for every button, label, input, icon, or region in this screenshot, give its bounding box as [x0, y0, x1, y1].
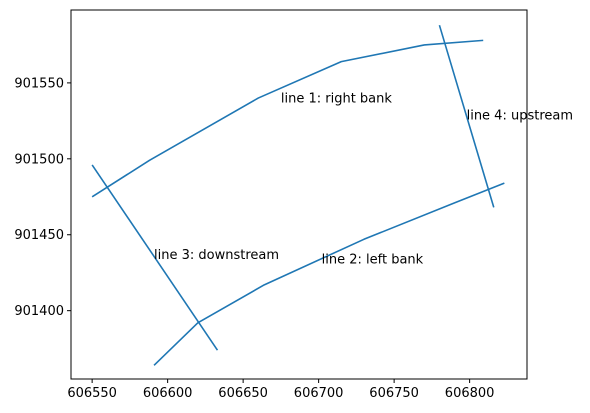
y-tick-label: 901400 [14, 304, 64, 319]
y-tick-label: 901450 [14, 228, 64, 243]
annotation-label: line 1: right bank [281, 92, 393, 107]
annotation-label: line 4: upstream [467, 108, 573, 123]
x-axis: 606550 606600 606650 606700 606750 606800 [67, 379, 494, 401]
x-tick-label: 606600 [143, 386, 193, 401]
y-axis: 901400 901450 901500 901550 [14, 76, 71, 319]
x-tick-label: 606800 [445, 386, 495, 401]
axes-frame [70, 9, 528, 380]
x-tick-label: 606550 [67, 386, 117, 401]
series-line-2 [153, 182, 505, 366]
y-tick-label: 901550 [14, 76, 64, 91]
x-tick-label: 606700 [294, 386, 344, 401]
plot-area [91, 24, 505, 366]
x-tick-label: 606750 [369, 386, 419, 401]
series-line-3 [91, 164, 219, 351]
x-tick-label: 606650 [218, 386, 268, 401]
series-line-4 [438, 24, 495, 208]
series-line-1 [91, 39, 484, 198]
annotations: line 1: right bank line 2: left bank line … [154, 92, 573, 268]
y-tick-label: 901500 [14, 152, 64, 167]
annotation-label: line 2: left bank [322, 253, 424, 268]
annotation-label: line 3: downstream [154, 248, 279, 263]
